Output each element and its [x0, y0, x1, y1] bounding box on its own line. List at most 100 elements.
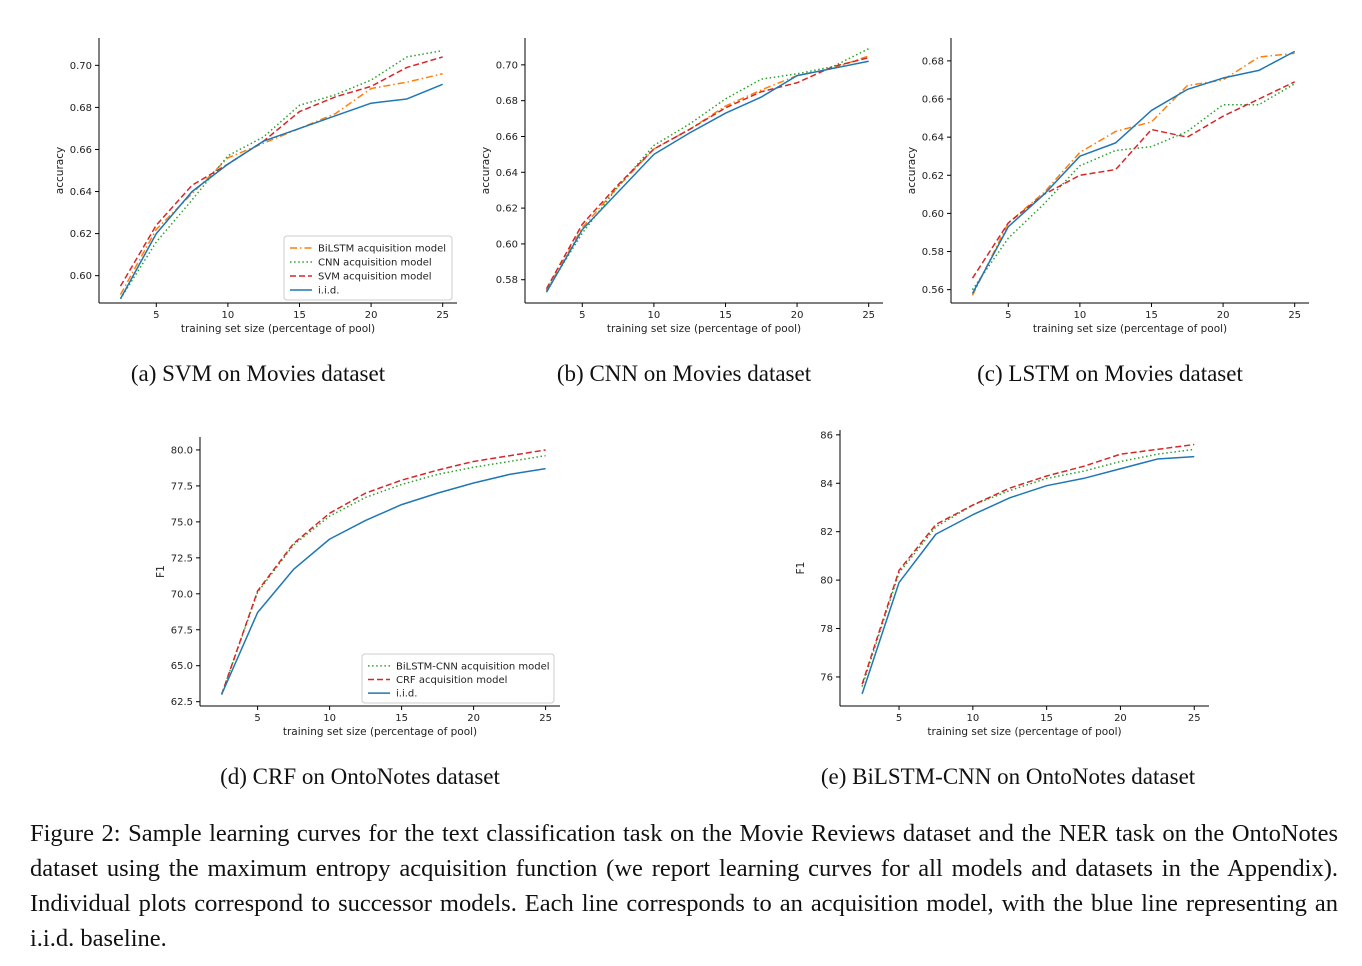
subfigure-caption: (a) SVM on Movies dataset — [131, 361, 386, 386]
series-line-dashdot — [971, 52, 1295, 296]
series-line-dotted — [119, 49, 443, 300]
x-tick-label: 10 — [222, 310, 235, 321]
series-line-dashed — [971, 81, 1296, 279]
y-tick-label: 84 — [820, 479, 833, 490]
y-tick-label: 76 — [820, 672, 833, 683]
y-tick-label: 0.70 — [70, 61, 92, 72]
y-tick-label: 67.5 — [171, 625, 193, 636]
legend: BiLSTM acquisition model CNN acquisition … — [283, 235, 453, 301]
x-axis-label: training set size (percentage of pool) — [927, 726, 1121, 738]
y-tick-label: 65.0 — [171, 661, 193, 672]
x-tick-label: 10 — [323, 713, 336, 724]
series-line-dashed — [220, 449, 546, 695]
x-tick-label: 25 — [1288, 310, 1301, 321]
x-tick-label: 5 — [153, 310, 159, 321]
legend-entry: SVM acquisition model — [318, 272, 432, 283]
chart-c: 5 10 15 20 25 0.56 0.58 0.60 0.62 0.64 0.66 0.68 tra… — [906, 38, 1309, 386]
y-axis-label: accuracy — [906, 147, 918, 194]
y-tick-label: 0.62 — [70, 229, 92, 240]
legend-box — [361, 653, 555, 704]
series-line-solid — [220, 467, 546, 695]
x-tick-label: 20 — [1217, 310, 1230, 321]
x-tick-label: 20 — [365, 310, 378, 321]
series-line-solid — [861, 455, 1195, 695]
legend-entry: BiLSTM acquisition model — [318, 244, 446, 255]
x-tick-label: 15 — [1040, 713, 1053, 724]
legend-entry: BiLSTM-CNN acquisition model — [396, 661, 550, 672]
series-line-dotted — [861, 448, 1195, 687]
y-tick-label: 0.62 — [496, 204, 518, 215]
x-axis-label: training set size (percentage of pool) — [283, 726, 477, 738]
x-tick-label: 15 — [1145, 310, 1158, 321]
x-tick-label: 5 — [254, 713, 260, 724]
x-tick-label: 25 — [436, 310, 449, 321]
y-tick-label: 0.60 — [496, 239, 518, 250]
y-tick-label: 0.64 — [922, 133, 944, 144]
chart-e: 5 10 15 20 25 76 78 80 82 84 86 training set size (… — [795, 430, 1209, 789]
y-tick-label: 0.66 — [70, 145, 92, 156]
series-line-solid — [971, 50, 1296, 294]
legend-box — [283, 235, 453, 301]
y-tick-label: 0.66 — [496, 132, 518, 143]
series-line-dashed — [119, 56, 443, 287]
y-tick-label: 62.5 — [171, 697, 193, 708]
y-tick-label: 70.0 — [171, 589, 193, 600]
legend-entry: i.i.d. — [318, 286, 339, 297]
y-tick-label: 0.60 — [922, 209, 944, 220]
y-tick-label: 0.64 — [70, 187, 92, 198]
legend-entry: CRF acquisition model — [396, 675, 507, 686]
series-line-dotted — [971, 83, 1296, 291]
x-tick-label: 25 — [539, 713, 552, 724]
x-tick-label: 20 — [1114, 713, 1127, 724]
subfigure-caption: (c) LSTM on Movies dataset — [977, 361, 1243, 386]
y-tick-label: 0.70 — [496, 60, 518, 71]
x-tick-label: 10 — [1074, 310, 1087, 321]
y-tick-label: 82 — [820, 527, 833, 538]
y-tick-label: 0.56 — [922, 285, 944, 296]
y-tick-label: 72.5 — [171, 553, 193, 564]
x-axis-label: training set size (percentage of pool) — [181, 323, 375, 335]
series-line-solid — [119, 83, 443, 300]
x-tick-label: 25 — [1188, 713, 1201, 724]
x-tick-label: 25 — [862, 310, 875, 321]
series-line-dashdot — [119, 73, 443, 295]
y-tick-label: 80.0 — [171, 445, 193, 456]
y-tick-label: 0.58 — [496, 275, 518, 286]
legend: BiLSTM-CNN acquisition model CRF acquisit… — [361, 653, 555, 704]
x-tick-label: 15 — [395, 713, 408, 724]
y-axis-label: accuracy — [480, 147, 492, 194]
legend-entry: i.i.d. — [396, 689, 417, 700]
x-tick-label: 15 — [293, 310, 306, 321]
y-tick-label: 0.68 — [922, 56, 944, 67]
y-tick-label: 0.68 — [70, 103, 92, 114]
x-axis-label: training set size (percentage of pool) — [1033, 323, 1227, 335]
y-axis-label: F1 — [155, 565, 167, 578]
y-tick-label: 0.68 — [496, 96, 518, 107]
x-tick-label: 20 — [791, 310, 804, 321]
y-tick-label: 77.5 — [171, 481, 193, 492]
x-tick-label: 5 — [896, 713, 902, 724]
series-line-solid — [545, 60, 869, 293]
legend-entry: CNN acquisition model — [318, 258, 432, 269]
chart-d: 5 10 15 20 25 62.5 65.0 67.5 70.0 72.5 75.0 77.5 80.… — [155, 437, 560, 789]
series-line-dotted — [545, 48, 870, 291]
y-tick-label: 0.58 — [922, 247, 944, 258]
x-tick-label: 20 — [467, 713, 480, 724]
x-tick-label: 5 — [579, 310, 585, 321]
subfigure-caption: (b) CNN on Movies dataset — [557, 361, 812, 386]
figure-caption: Figure 2: Sample learning curves for the… — [30, 820, 1338, 952]
series-line-dashdot — [545, 55, 869, 291]
x-tick-label: 10 — [648, 310, 661, 321]
y-tick-label: 78 — [820, 624, 833, 635]
y-tick-label: 75.0 — [171, 517, 193, 528]
subfigure-caption: (e) BiLSTM-CNN on OntoNotes dataset — [821, 764, 1196, 789]
x-tick-label: 15 — [719, 310, 732, 321]
series-line-dashed — [545, 56, 869, 290]
y-axis-label: accuracy — [54, 147, 66, 194]
y-tick-label: 80 — [820, 576, 833, 587]
y-tick-label: 0.66 — [922, 95, 944, 106]
x-axis-label: training set size (percentage of pool) — [607, 323, 801, 335]
chart-b: 5 10 15 20 25 0.58 0.60 0.62 0.64 0.66 0.68 0.70 tra… — [480, 38, 883, 386]
y-axis-label: F1 — [795, 562, 807, 575]
